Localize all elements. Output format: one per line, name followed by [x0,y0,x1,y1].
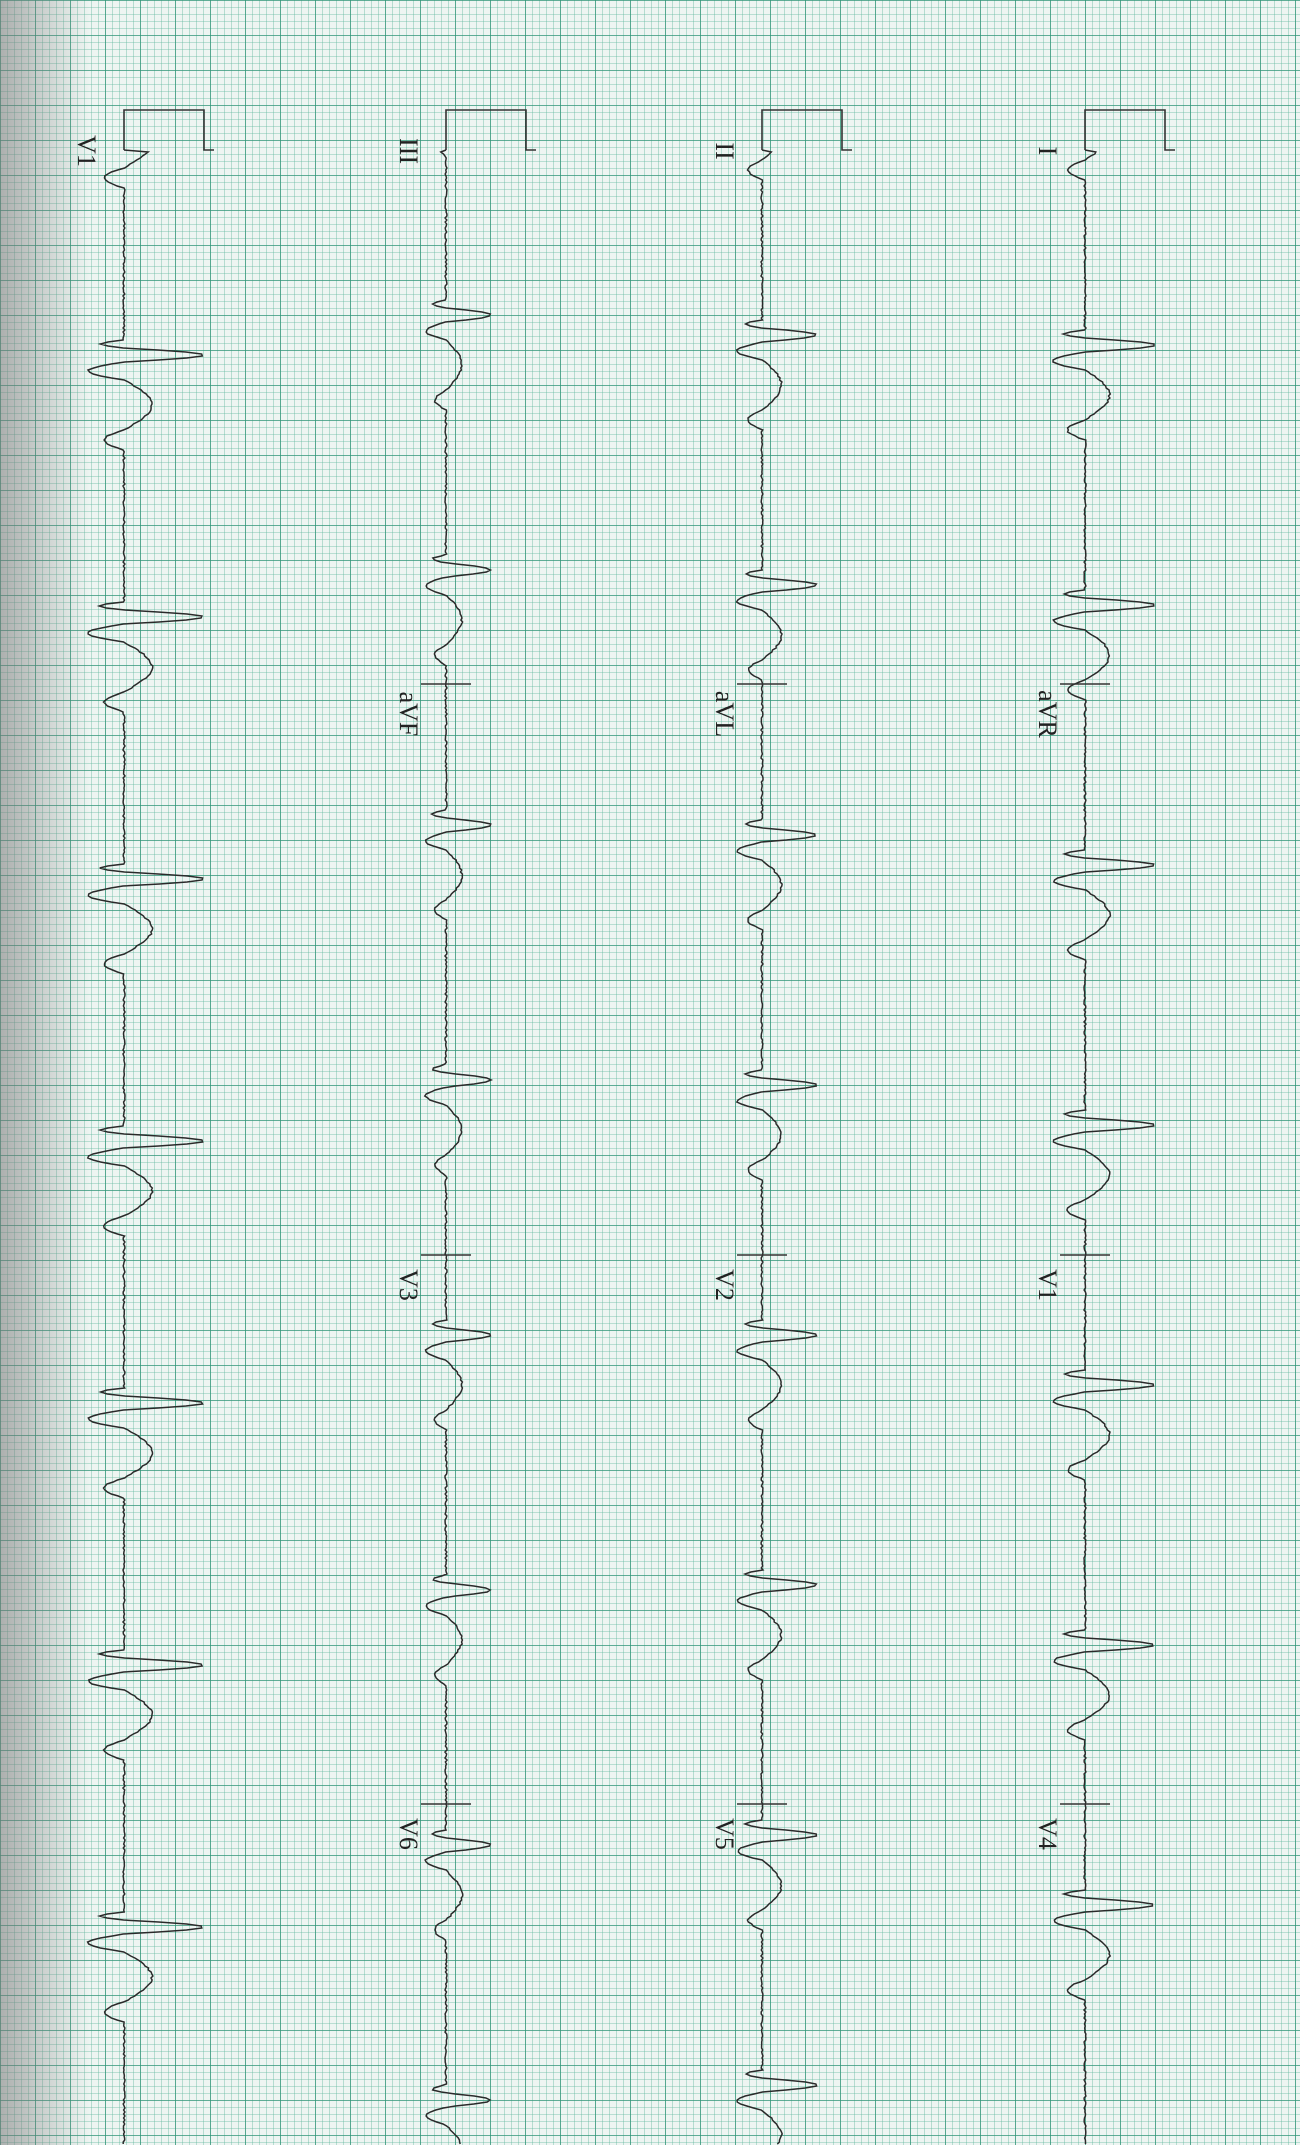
lead-label: I [1033,147,1062,156]
lead-label: aVR [1033,690,1062,738]
lead-label: V3 [394,1269,423,1301]
lead-label: V1 [72,135,101,167]
lead-label: V4 [1033,1818,1062,1850]
lead-label: II [710,142,739,159]
lead-label: III [394,138,423,164]
lead-label: aVF [394,692,423,737]
grid [0,0,1300,2145]
page: IaVRV1V4IIaVLV2V5IIIaVFV3V6V1 (() => { c… [0,0,1300,2145]
lead-label: V1 [1033,1269,1062,1301]
scan-shadow [0,0,90,2145]
lead-label: V6 [394,1818,423,1850]
lead-label: V5 [710,1818,739,1850]
ecg-sheet: IaVR V1 V4 II aVL V2 V5 III aVF V3 V6 V1 [0,0,1300,2145]
lead-label: aVL [710,691,739,737]
lead-label: V2 [710,1269,739,1301]
